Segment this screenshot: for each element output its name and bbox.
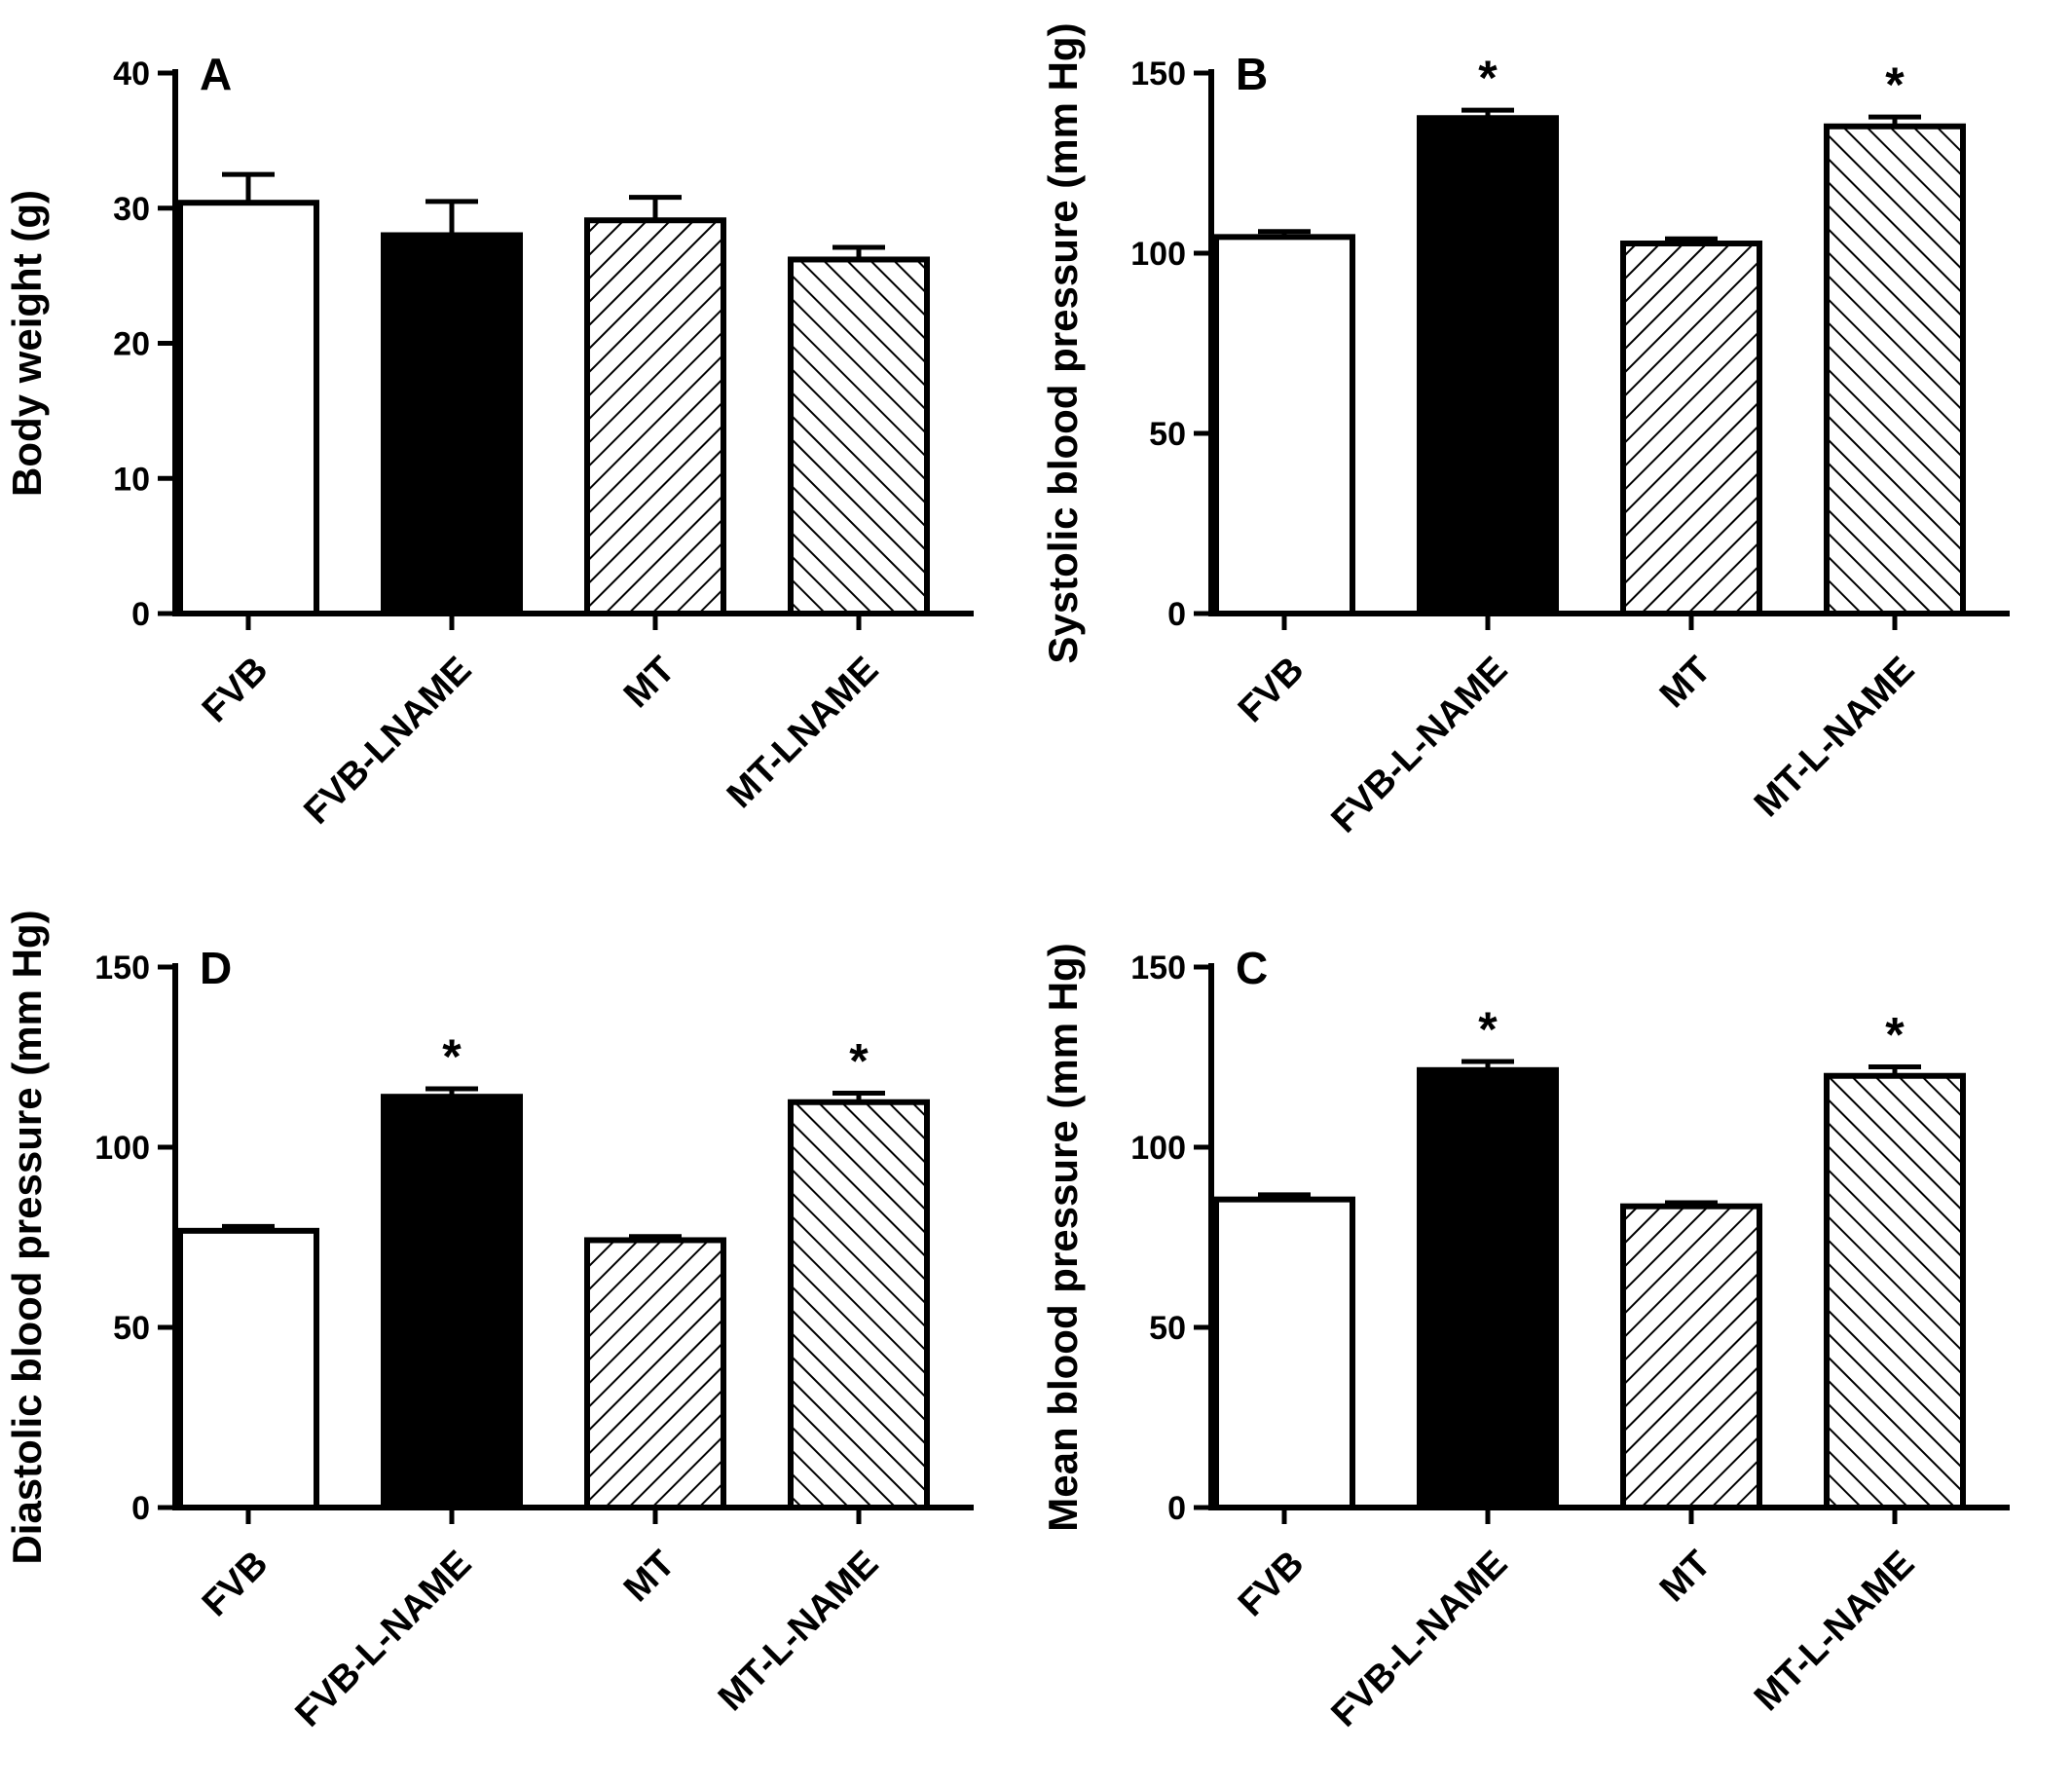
- panel-a: 0 10 20 30 40 Body weight (g) A FVB FVB-LNAME MT M…: [0, 0, 1036, 894]
- significance-marker: *: [1478, 51, 1498, 105]
- bar-mt: [584, 217, 726, 617]
- x-tick-label-mt: MT: [616, 1544, 684, 1611]
- bar-mt: [584, 1237, 726, 1510]
- bar-fvb: [1213, 1196, 1355, 1510]
- x-tick-label-mt-l-name: MT-L-NAME: [711, 1544, 886, 1719]
- bar-fvb: [177, 200, 319, 616]
- x-tick-label-fvb-lname: FVB-LNAME: [296, 650, 479, 833]
- bar-fvb-l-name: [1417, 115, 1559, 616]
- x-tick-label-fvb: FVB: [1231, 1544, 1312, 1624]
- bar-fvb-lname: [381, 232, 523, 616]
- x-tick-label-mt: MT: [1652, 650, 1720, 717]
- y-tick-label: 0: [1167, 596, 1186, 633]
- bar-mt-l-name: [1824, 123, 1966, 616]
- panel-c: 0 50 100 150 Mean blood pressure (mm Hg) C FVB…: [1036, 894, 2072, 1788]
- y-tick-label: 30: [113, 191, 150, 228]
- panel-b: 0 50 100 150 Systolic blood pressure (mm Hg)…: [1036, 0, 2072, 894]
- x-tick-label-fvb-l-name: FVB-L-NAME: [1324, 650, 1516, 841]
- y-axis-title: Body weight (g): [4, 190, 50, 497]
- y-tick-label: 50: [1149, 1310, 1186, 1347]
- significance-marker: *: [849, 1034, 869, 1089]
- x-tick-label-fvb: FVB: [195, 1544, 276, 1624]
- panel-letter: A: [200, 49, 232, 99]
- y-tick-label: 100: [1130, 1130, 1186, 1167]
- panel-letter: D: [200, 943, 232, 993]
- chart-a: 0 10 20 30 40 Body weight (g) A FVB FVB-LNAME MT M…: [4, 49, 974, 833]
- x-tick-label-fvb-l-name: FVB-L-NAME: [288, 1544, 480, 1735]
- y-axis-title: Systolic blood pressure (mm Hg): [1040, 22, 1086, 663]
- x-tick-label-mt: MT: [616, 650, 684, 717]
- bar-mt: [1620, 1203, 1762, 1510]
- bar-fvb-l-name: [1417, 1066, 1559, 1510]
- chart-d: 0 50 100 150 Diastolic blood pressure (mm Hg…: [4, 910, 974, 1735]
- x-tick-label-fvb: FVB: [195, 650, 276, 730]
- x-tick-label-mt-lname: MT-LNAME: [720, 650, 886, 816]
- y-tick-label: 0: [131, 596, 150, 633]
- y-tick-label: 150: [1130, 56, 1186, 93]
- panel-letter: C: [1236, 943, 1268, 993]
- y-axis-title: Mean blood pressure (mm Hg): [1040, 943, 1086, 1531]
- y-tick-label: 0: [1167, 1490, 1186, 1527]
- y-tick-label: 0: [131, 1490, 150, 1527]
- x-tick-label-mt-l-name: MT-L-NAME: [1747, 650, 1922, 825]
- significance-marker: *: [442, 1029, 462, 1084]
- bar-fvb: [1213, 234, 1355, 616]
- y-tick-label: 20: [113, 326, 150, 363]
- bar-mt-l-name: [788, 1099, 930, 1510]
- y-tick-label: 100: [94, 1130, 150, 1167]
- bar-mt-l-name: [1824, 1072, 1966, 1511]
- bar-mt: [1620, 241, 1762, 616]
- y-tick-label: 50: [113, 1310, 150, 1347]
- significance-marker: *: [1478, 1002, 1498, 1057]
- y-tick-label: 100: [1130, 236, 1186, 273]
- panel-d: 0 50 100 150 Diastolic blood pressure (mm Hg…: [0, 894, 1036, 1788]
- y-axis-title: Diastolic blood pressure (mm Hg): [4, 910, 50, 1564]
- panel-letter: B: [1236, 49, 1268, 99]
- significance-marker: *: [1885, 57, 1905, 112]
- y-tick-label: 50: [1149, 416, 1186, 453]
- chart-c: 0 50 100 150 Mean blood pressure (mm Hg) C FVB…: [1040, 943, 2010, 1735]
- x-tick-label-fvb: FVB: [1231, 650, 1312, 730]
- x-tick-label-fvb-l-name: FVB-L-NAME: [1324, 1544, 1516, 1735]
- y-tick-label: 150: [1130, 950, 1186, 987]
- y-tick-label: 10: [113, 461, 150, 498]
- x-tick-label-mt: MT: [1652, 1544, 1720, 1611]
- y-tick-label: 40: [113, 56, 150, 93]
- x-tick-label-mt-l-name: MT-L-NAME: [1747, 1544, 1922, 1719]
- bar-fvb: [177, 1227, 319, 1510]
- significance-marker: *: [1885, 1007, 1905, 1062]
- bar-mt-lname: [788, 256, 930, 616]
- chart-b: 0 50 100 150 Systolic blood pressure (mm Hg)…: [1040, 22, 2010, 841]
- bar-fvb-l-name: [381, 1094, 523, 1510]
- y-tick-label: 150: [94, 950, 150, 987]
